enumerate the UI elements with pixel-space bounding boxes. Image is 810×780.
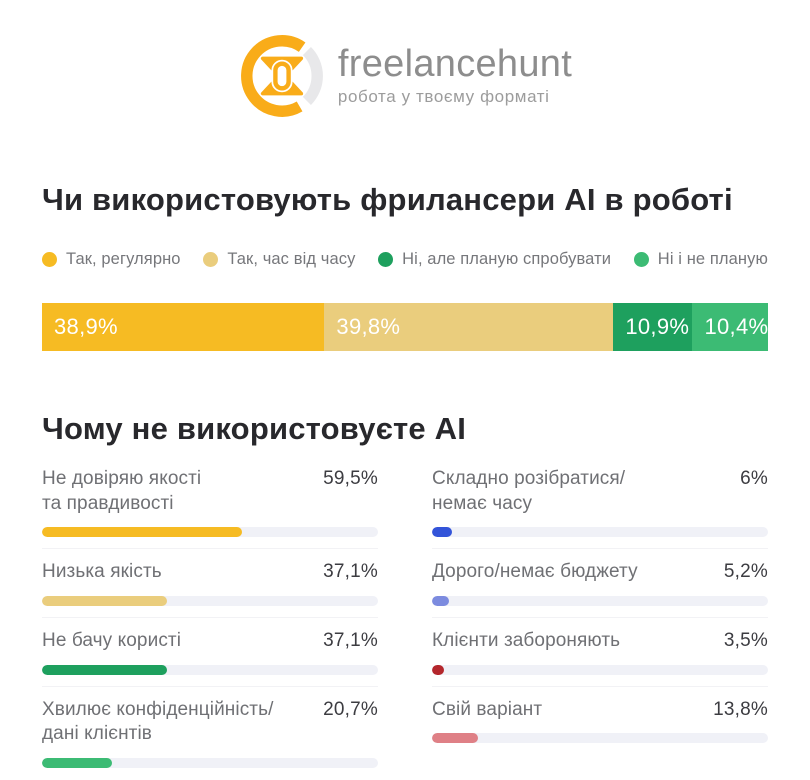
legend-label: Так, регулярно xyxy=(66,250,181,268)
stat-label: Низька якість xyxy=(42,561,162,583)
segment-value-label: 38,9% xyxy=(54,314,118,339)
legend-item-sometimes: Так, час від часу xyxy=(203,250,355,269)
progress-fill xyxy=(42,664,167,675)
stat-value: 59,5% xyxy=(323,468,378,489)
progress-track xyxy=(42,596,378,607)
stat-item-confidentiality: Хвилює конфіденційність/ дані клієнтів 2… xyxy=(42,685,378,779)
progress-fill xyxy=(432,664,444,675)
stacked-bar-chart: 38,9% 39,8% 10,9% 10,4% xyxy=(42,303,768,351)
segment-value-label: 10,4% xyxy=(704,314,768,339)
stat-item-clients-forbid: Клієнти забороняють 3,5% xyxy=(432,617,768,686)
section2-title: Чому не використовуєте AI xyxy=(42,411,467,446)
stat-item-quality-trust: Не довіряю якості та правдивості 59,5% xyxy=(42,467,378,548)
stat-head: Складно розібратися/ немає часу 6% xyxy=(432,467,768,516)
freelancehunt-logo-icon xyxy=(240,35,323,117)
stat-head: Не бачу користі 37,1% xyxy=(42,629,378,654)
legend-label: Ні і не планую xyxy=(657,250,768,268)
stat-value: 3,5% xyxy=(723,630,768,652)
stat-item-own-option: Свій варіант 13,8% xyxy=(432,685,768,779)
bar-segment-sometimes: 39,8% xyxy=(324,303,614,351)
legend-item-regularly: Так, регулярно xyxy=(42,250,181,269)
stat-item-hard-no-time: Складно розібратися/ немає часу 6% xyxy=(432,467,768,548)
progress-track xyxy=(432,596,768,607)
progress-track xyxy=(42,664,378,675)
brand-header: freelancehunt робота у твоєму форматі xyxy=(42,30,768,122)
brand-text: freelancehunt робота у твоєму форматі xyxy=(337,42,573,108)
stat-label: Не довіряю якості та правдивості xyxy=(42,468,202,514)
stat-item-low-quality: Низька якість 37,1% xyxy=(42,548,378,617)
stat-label: Хвилює конфіденційність/ дані клієнтів xyxy=(42,698,274,745)
stat-head: Хвилює конфіденційність/ дані клієнтів 2… xyxy=(42,698,378,747)
segment-value-label: 39,8% xyxy=(336,314,401,339)
stat-label: Дорого/немає бюджету xyxy=(432,561,638,583)
brand-name: freelancehunt xyxy=(337,42,573,85)
stat-head: Не довіряю якості та правдивості 59,5% xyxy=(42,467,378,516)
reasons-grid: Не довіряю якості та правдивості 59,5% С… xyxy=(42,467,768,779)
legend-item-plan-to-try: Ні, але планую спробувати xyxy=(378,250,611,269)
progress-fill xyxy=(432,596,450,607)
chart-legend: Так, регулярно Так, час від часу Ні, але… xyxy=(42,250,768,269)
progress-track xyxy=(432,733,768,744)
stat-head: Свій варіант 13,8% xyxy=(432,698,768,723)
progress-track xyxy=(432,664,768,675)
legend-dot-dark-green xyxy=(378,252,394,267)
section1-title: Чи використовують фрилансери AI в роботі xyxy=(42,182,733,217)
stat-value: 5,2% xyxy=(723,561,768,583)
stat-value: 20,7% xyxy=(323,698,378,720)
legend-label: Так, час від часу xyxy=(227,250,356,268)
brand-tagline: робота у твоєму форматі xyxy=(337,87,550,107)
legend-dot-tan xyxy=(203,252,219,267)
stat-item-expensive: Дорого/немає бюджету 5,2% xyxy=(432,548,768,617)
progress-track xyxy=(42,758,378,769)
stat-value: 13,8% xyxy=(713,698,768,720)
progress-fill xyxy=(42,527,242,538)
progress-track xyxy=(432,527,768,538)
legend-item-no-plan: Ні і не планую xyxy=(633,250,768,269)
bar-segment-plan-to-try: 10,9% xyxy=(613,303,693,351)
legend-dot-yellow xyxy=(42,252,57,267)
bar-segment-no-plan: 10,4% xyxy=(692,303,768,351)
progress-fill xyxy=(42,758,112,769)
stat-head: Клієнти забороняють 3,5% xyxy=(432,629,768,654)
stat-value: 37,1% xyxy=(323,561,378,583)
stat-label: Складно розібратися/ немає часу xyxy=(432,468,626,514)
stat-item-no-benefit: Не бачу користі 37,1% xyxy=(42,617,378,686)
stat-value: 37,1% xyxy=(323,630,378,652)
stat-head: Дорого/немає бюджету 5,2% xyxy=(432,560,768,585)
segment-value-label: 10,9% xyxy=(625,314,690,339)
progress-fill xyxy=(432,527,453,538)
stat-value: 6% xyxy=(740,468,768,489)
stat-head: Низька якість 37,1% xyxy=(42,560,378,585)
progress-fill xyxy=(42,596,167,607)
legend-dot-green xyxy=(633,252,649,267)
progress-fill xyxy=(432,733,479,744)
bar-segment-regularly: 38,9% xyxy=(42,303,325,351)
stat-label: Клієнти забороняють xyxy=(432,630,621,652)
legend-label: Ні, але планую спробувати xyxy=(402,250,612,268)
progress-track xyxy=(42,527,378,538)
stat-label: Свій варіант xyxy=(432,698,543,720)
stat-label: Не бачу користі xyxy=(42,630,182,652)
